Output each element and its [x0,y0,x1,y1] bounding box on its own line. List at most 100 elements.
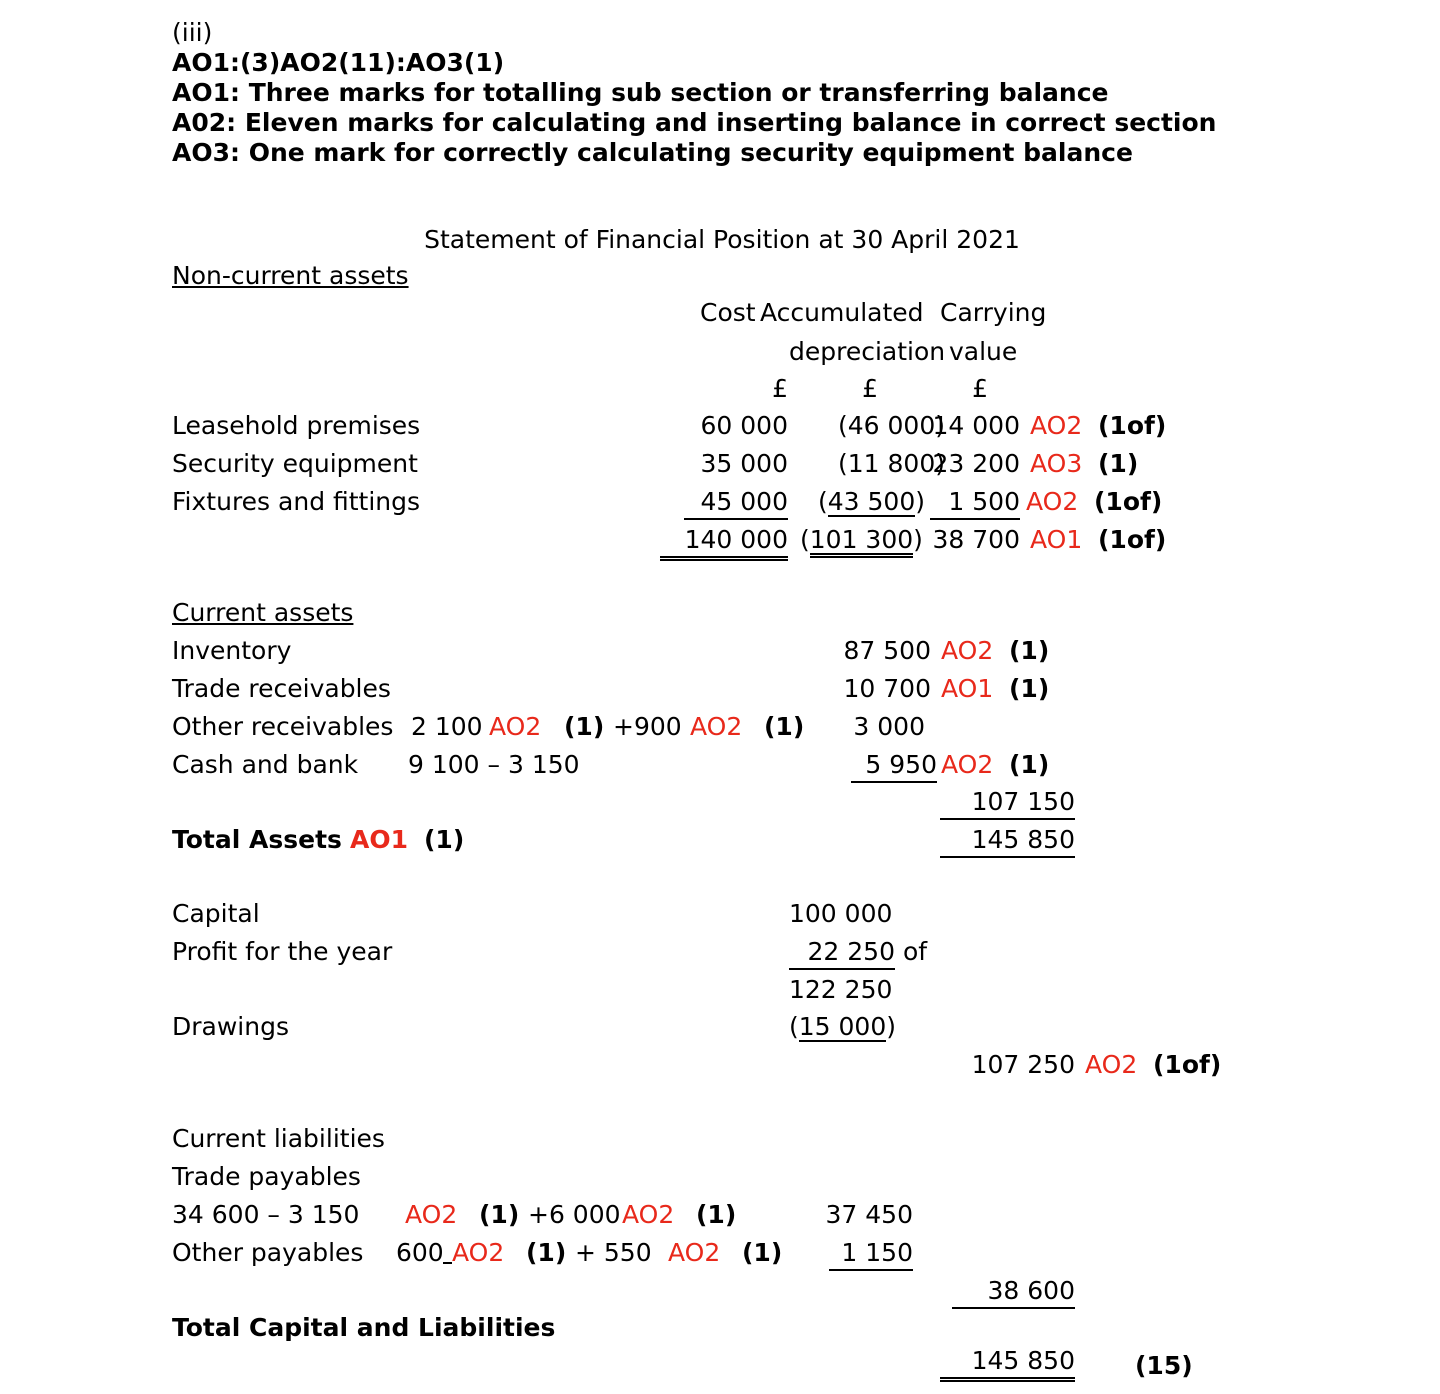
nca-row-ao: AO2 [1026,487,1079,516]
ca-cash-label: Cash and bank [172,750,359,779]
nca-row-mark: (1) [1098,449,1139,478]
nca-total-cost: 140 000 [660,525,788,561]
drawings-value: (15 000) [789,1012,897,1042]
other-payables-ao-b: AO2 [668,1238,721,1267]
nca-row-accumulated: (11 800) [838,449,945,478]
capital-row-label: Profit for the year [172,937,393,966]
nca-row-mark: (1of) [1098,411,1167,440]
total-marks: (15) [1135,1351,1193,1380]
capital-row-value: 22 250 [789,937,895,970]
nca-row-accumulated: (46 000) [838,411,945,440]
column-header-accumulated: Accumulated [760,298,924,327]
total-capital-liabilities-label: Total Capital and Liabilities [172,1313,556,1342]
ca-row-mark: (1) [1009,674,1050,703]
mark-scheme-ao3: AO3: One mark for correctly calculating … [172,138,1133,167]
capital-total-ao: AO2 [1085,1050,1138,1079]
current-assets-subtotal: 107 150 [940,787,1075,820]
nca-row-carrying: 14 000 [932,411,1020,440]
mark-scheme-header: (iii) AO1:(3)AO2(11):AO3(1) AO1: Three m… [172,18,1292,168]
nca-row-accumulated-value: 43 500 [827,487,916,517]
total-assets-ao: AO1 [350,825,408,854]
drawings-label: Drawings [172,1012,289,1041]
nca-row-carrying: 23 200 [932,449,1020,478]
ca-other-receivables-mark-b: (1) [764,712,805,741]
other-payables-underline-mark [443,1262,452,1264]
ca-other-receivables-ao-a: AO2 [489,712,542,741]
ca-row-ao: AO1 [941,674,994,703]
nca-row-ao: AO3 [1030,449,1083,478]
trade-payables-working-b: +6 000 [528,1200,621,1229]
mark-scheme-ao2: A02: Eleven marks for calculating and in… [172,108,1217,137]
drawings-value-inner: 15 000 [798,1012,887,1042]
other-payables-label: Other payables [172,1238,364,1267]
currency-symbol-carrying: £ [972,374,988,403]
nca-row-cost: 45 000 [684,487,788,520]
ca-cash-ao: AO2 [941,750,994,779]
ca-other-receivables-ao-b: AO2 [690,712,743,741]
mark-scheme-ao1: AO1: Three marks for totalling sub secti… [172,78,1109,107]
column-header-carrying: Carrying [940,298,1047,327]
total-capital-liabilities-value: 145 850 [940,1346,1075,1382]
nca-row-label: Fixtures and fittings [172,487,421,516]
current-liabilities-subtotal: 38 600 [952,1276,1075,1309]
trade-payables-ao-b: AO2 [622,1200,675,1229]
other-payables-mark-b: (1) [742,1238,783,1267]
nca-row-label: Leasehold premises [172,411,421,440]
other-payables-working: 600 [396,1238,444,1267]
nca-row-accumulated: (43 500) [818,487,926,517]
ca-other-receivables-working-b: +900 [613,712,682,741]
nca-row-label: Security equipment [172,449,418,478]
statement-title: Statement of Financial Position at 30 Ap… [424,225,1020,254]
capital-row-value: 100 000 [789,899,893,928]
nca-total-accumulated: (101 300) [800,525,923,558]
currency-symbol-accumulated: £ [862,374,878,403]
ca-row-ao: AO2 [941,636,994,665]
capital-profit-note: of [903,937,928,966]
column-header-cost: Cost [700,298,756,327]
column-header-depreciation: depreciation [789,337,946,366]
current-assets-heading: Current assets [172,598,354,627]
nca-row-cost: 35 000 [700,449,788,478]
column-header-value: value [949,337,1018,366]
total-assets-label: Total Assets [172,825,342,854]
ca-cash-value: 5 950 [851,750,937,783]
mark-scheme-summary: AO1:(3)AO2(11):AO3(1) [172,48,505,77]
total-assets-mark: (1) [424,825,465,854]
nca-total-ao: AO1 [1030,525,1083,554]
capital-total-value: 107 250 [971,1050,1075,1079]
ca-other-receivables-value: 3 000 [853,712,925,741]
trade-payables-mark-a: (1) [479,1200,520,1229]
nca-row-carrying: 1 500 [930,487,1020,520]
other-payables-ao-a: AO2 [452,1238,505,1267]
other-payables-working-b: + 550 [575,1238,652,1267]
trade-payables-label: Trade payables [172,1162,361,1191]
ca-row-mark: (1) [1009,636,1050,665]
nca-total-accumulated-value: 101 300 [809,525,914,558]
nca-row-mark: (1of) [1094,487,1163,516]
ca-other-receivables-mark-a: (1) [564,712,605,741]
current-liabilities-heading: Current liabilities [172,1124,385,1153]
nca-total-carrying: 38 700 [932,525,1020,554]
ca-row-label: Trade receivables [172,674,391,703]
other-payables-value: 1 150 [829,1238,913,1271]
currency-symbol-cost: £ [772,374,788,403]
ca-other-receivables-label: Other receivables [172,712,394,741]
ca-row-value: 10 700 [843,674,931,703]
nca-total-mark: (1of) [1098,525,1167,554]
capital-total-mark: (1of) [1153,1050,1222,1079]
trade-payables-mark-b: (1) [696,1200,737,1229]
part-label: (iii) [172,18,213,47]
total-assets-value: 145 850 [940,825,1075,858]
ca-other-receivables-working-a: 2 100 [411,712,483,741]
trade-payables-working: 34 600 – 3 150 [172,1200,360,1229]
capital-row-label: Capital [172,899,260,928]
nca-row-cost: 60 000 [700,411,788,440]
ca-row-label: Inventory [172,636,292,665]
nca-row-ao: AO2 [1030,411,1083,440]
ca-row-value: 87 500 [843,636,931,665]
capital-subtotal-value: 122 250 [789,975,893,1004]
other-payables-mark-a: (1) [526,1238,567,1267]
non-current-assets-heading: Non-current assets [172,261,409,290]
ca-cash-mark: (1) [1009,750,1050,779]
